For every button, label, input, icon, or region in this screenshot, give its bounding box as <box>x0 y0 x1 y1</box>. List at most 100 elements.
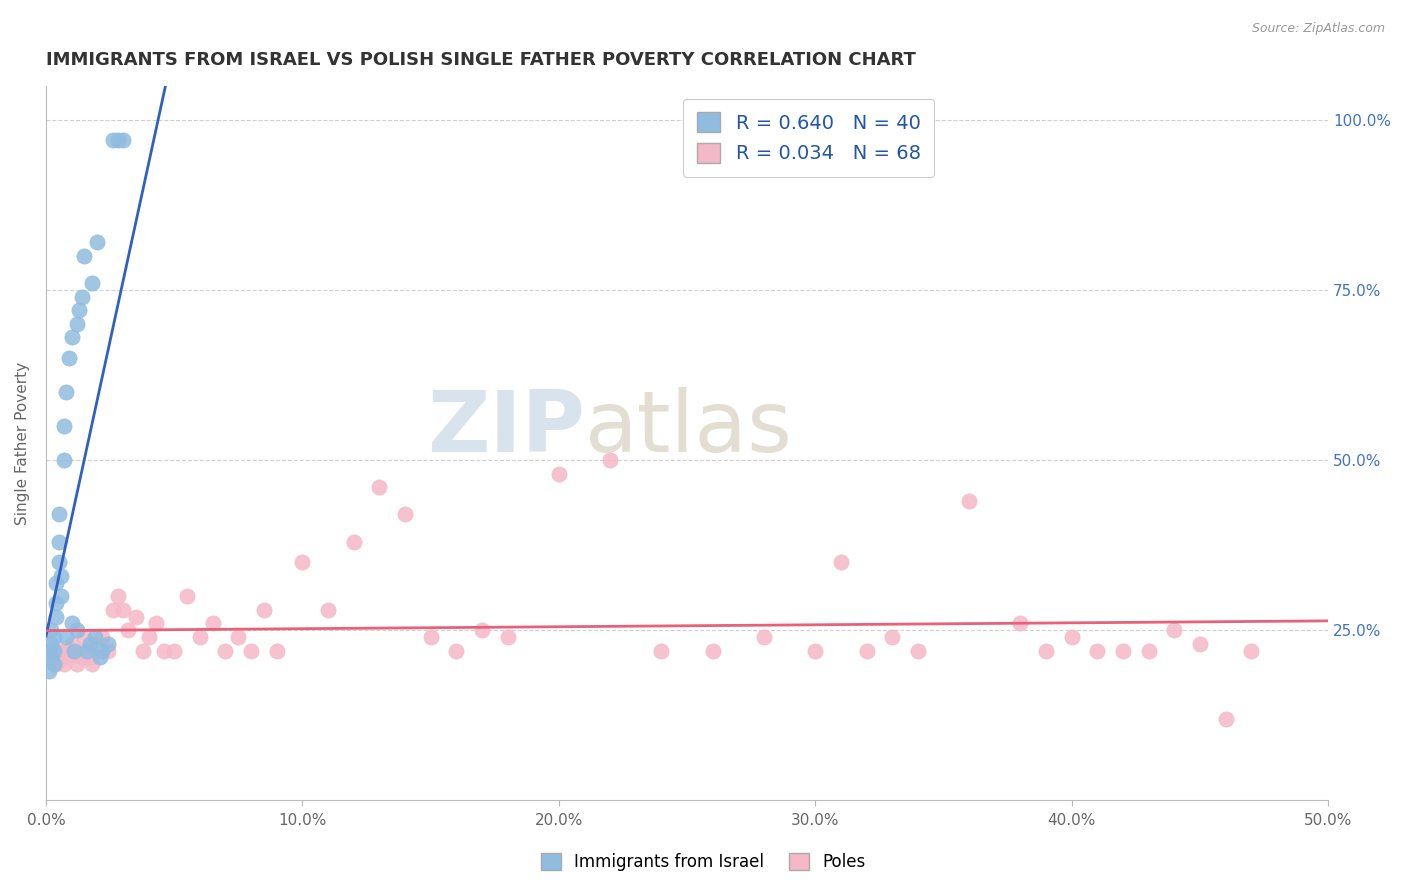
Point <box>1060 630 1083 644</box>
Legend: R = 0.640   N = 40, R = 0.034   N = 68: R = 0.640 N = 40, R = 0.034 N = 68 <box>683 99 935 177</box>
Point <box>42 643 65 657</box>
Point <box>70 289 93 303</box>
Point <box>48 508 70 522</box>
Point <box>76 643 98 657</box>
Point <box>253 603 276 617</box>
Point <box>83 630 105 644</box>
Point <box>1240 643 1263 657</box>
Point <box>51 650 73 665</box>
Point <box>125 609 148 624</box>
Point <box>58 351 80 365</box>
Point <box>446 643 468 657</box>
Point <box>39 624 62 638</box>
Point <box>882 630 904 644</box>
Point <box>240 643 263 657</box>
Point <box>60 330 83 344</box>
Point <box>101 133 124 147</box>
Point <box>79 637 101 651</box>
Point <box>1137 643 1160 657</box>
Point <box>39 637 62 651</box>
Point <box>38 643 60 657</box>
Point <box>82 657 104 672</box>
Point <box>66 624 89 638</box>
Point <box>214 643 236 657</box>
Point <box>51 568 73 582</box>
Point <box>107 589 129 603</box>
Point <box>752 630 775 644</box>
Point <box>55 384 77 399</box>
Point <box>650 643 672 657</box>
Point <box>51 589 73 603</box>
Point <box>1010 616 1032 631</box>
Point <box>89 650 111 665</box>
Point <box>291 555 314 569</box>
Point <box>226 630 249 644</box>
Point <box>58 650 80 665</box>
Point <box>67 303 90 318</box>
Point <box>163 643 186 657</box>
Point <box>63 643 86 657</box>
Point <box>496 630 519 644</box>
Point <box>471 624 494 638</box>
Point <box>60 616 83 631</box>
Text: atlas: atlas <box>585 387 793 470</box>
Point <box>132 643 155 657</box>
Point <box>1163 624 1185 638</box>
Point <box>45 657 67 672</box>
Point <box>117 624 139 638</box>
Point <box>42 657 65 672</box>
Point <box>73 630 96 644</box>
Point <box>153 643 176 657</box>
Point <box>48 555 70 569</box>
Point <box>66 317 89 331</box>
Point <box>599 453 621 467</box>
Point <box>63 643 86 657</box>
Point <box>702 643 724 657</box>
Point <box>91 630 114 644</box>
Point <box>1035 643 1057 657</box>
Point <box>76 643 98 657</box>
Point <box>52 419 75 434</box>
Point <box>394 508 416 522</box>
Point <box>96 637 118 651</box>
Point <box>91 643 114 657</box>
Point <box>1188 637 1211 651</box>
Point <box>1112 643 1135 657</box>
Point <box>42 630 65 644</box>
Point <box>48 643 70 657</box>
Point <box>138 630 160 644</box>
Point <box>830 555 852 569</box>
Point <box>419 630 441 644</box>
Point <box>855 643 877 657</box>
Point <box>67 643 90 657</box>
Point <box>55 643 77 657</box>
Point <box>368 480 391 494</box>
Point <box>1215 712 1237 726</box>
Point <box>52 453 75 467</box>
Point <box>42 650 65 665</box>
Point <box>176 589 198 603</box>
Point <box>70 650 93 665</box>
Point <box>45 609 67 624</box>
Point <box>907 643 929 657</box>
Point <box>79 650 101 665</box>
Text: Source: ZipAtlas.com: Source: ZipAtlas.com <box>1251 22 1385 36</box>
Point <box>39 650 62 665</box>
Text: IMMIGRANTS FROM ISRAEL VS POLISH SINGLE FATHER POVERTY CORRELATION CHART: IMMIGRANTS FROM ISRAEL VS POLISH SINGLE … <box>46 51 915 69</box>
Point <box>343 534 366 549</box>
Point <box>107 133 129 147</box>
Point <box>101 603 124 617</box>
Legend: Immigrants from Israel, Poles: Immigrants from Israel, Poles <box>533 845 873 880</box>
Point <box>547 467 569 481</box>
Point <box>39 643 62 657</box>
Point <box>266 643 288 657</box>
Point <box>804 643 827 657</box>
Point <box>82 276 104 290</box>
Point <box>188 630 211 644</box>
Point <box>1085 643 1108 657</box>
Point <box>96 643 118 657</box>
Point <box>66 657 89 672</box>
Point <box>111 133 134 147</box>
Point <box>201 616 224 631</box>
Point <box>55 630 77 644</box>
